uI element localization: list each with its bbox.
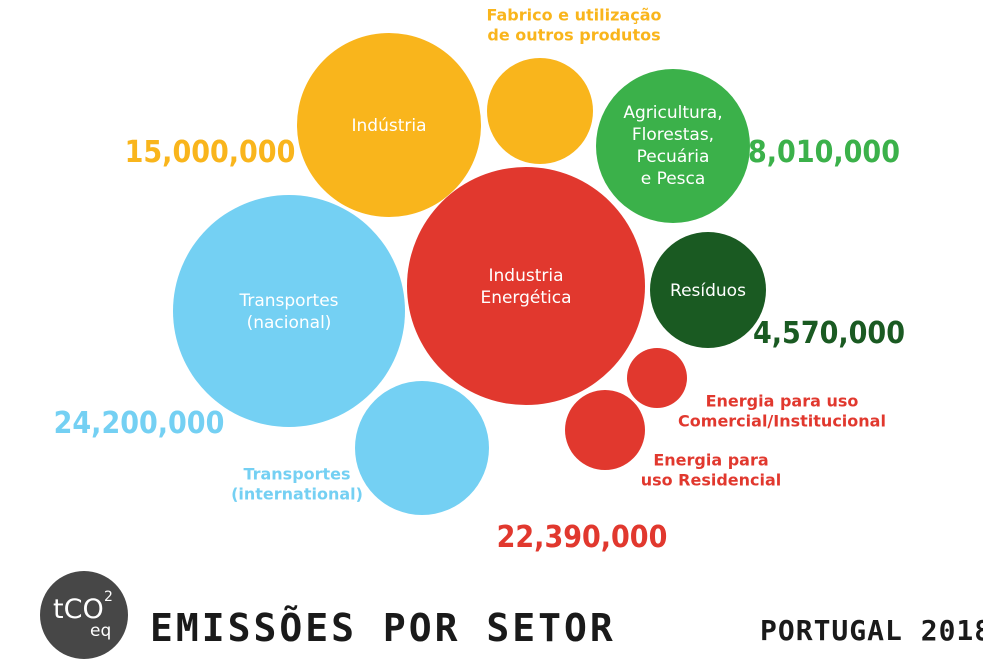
chart-subtitle: PORTUGAL 2018 — [760, 614, 983, 647]
unit-badge-subscript: eq — [90, 621, 112, 641]
transport-bubble-2 — [355, 381, 489, 515]
waste-bubble-1 — [650, 232, 766, 348]
industry-total-label: 15,000,000 — [125, 135, 296, 170]
chart-title: EMISSÕES POR SETOR — [150, 606, 616, 650]
industry-bubble-label-1: Indústria — [351, 116, 426, 136]
agriculture-bubble-1 — [596, 69, 750, 223]
energy-bubble-3 — [565, 390, 645, 470]
transport-bubble-label-1: Transportes (nacional) — [238, 291, 338, 333]
industry-annotation-2: Fabrico e utilização de outros produtos — [487, 6, 662, 45]
industry-bubble-2 — [487, 58, 593, 164]
waste-total-label: 4,570,000 — [753, 316, 905, 351]
transport-bubble-1 — [173, 195, 405, 427]
unit-badge-superscript: 2 — [104, 589, 113, 605]
unit-badge-main: tCO — [53, 594, 104, 625]
transport-annotation-2: Transportes (international) — [231, 465, 363, 504]
energy-annotation-2: Energia para uso Comercial/Institucional — [678, 392, 886, 431]
transport-total-label: 24,200,000 — [54, 406, 225, 441]
industry-bubble-1 — [297, 33, 481, 217]
energy-bubble-1 — [407, 167, 645, 405]
agriculture-total-label: 8,010,000 — [748, 135, 900, 170]
agriculture-bubble-label-1: Agricultura, Florestas, Pecuária e Pesca — [623, 103, 722, 189]
energy-bubble-2 — [627, 348, 687, 408]
waste-bubble-label-1: Resíduos — [670, 281, 746, 301]
energy-bubble-label-1: Industria Energética — [480, 266, 571, 308]
unit-badge: tCO 2 eq — [40, 571, 128, 659]
energy-annotation-3: Energia para uso Residencial — [641, 451, 782, 490]
energy-total-label: 22,390,000 — [497, 520, 668, 555]
